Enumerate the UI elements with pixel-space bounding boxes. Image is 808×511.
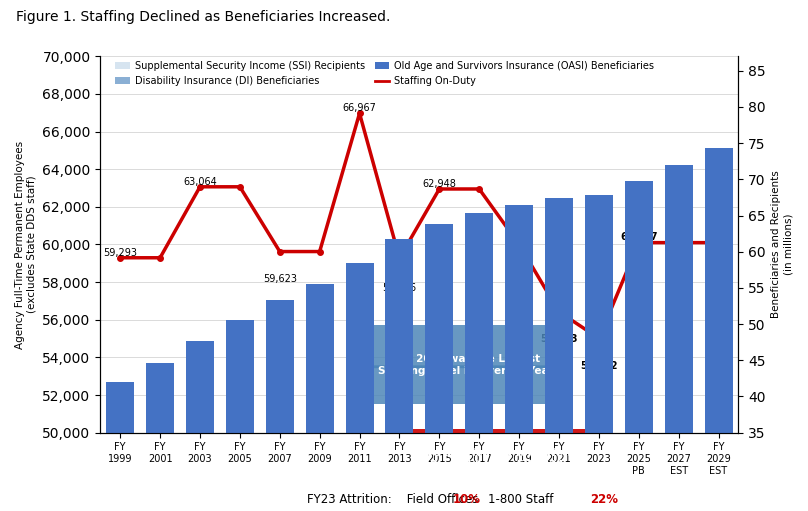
Staffing On-Duty xyxy=(514,241,524,247)
Text: 55,012: 55,012 xyxy=(580,361,617,371)
Bar xyxy=(625,181,653,511)
Bar xyxy=(106,382,134,511)
Text: FY23 Attrition:    Field Offices: FY23 Attrition: Field Offices xyxy=(307,493,482,506)
Staffing On-Duty xyxy=(235,184,245,190)
Staffing On-Duty xyxy=(116,254,125,261)
Bar xyxy=(585,195,612,511)
FancyBboxPatch shape xyxy=(399,429,595,489)
Bar xyxy=(146,363,174,511)
Staffing On-Duty xyxy=(155,254,165,261)
Bar xyxy=(545,198,573,511)
Staffing On-Duty xyxy=(474,186,484,192)
Bar xyxy=(465,213,493,511)
Staffing On-Duty xyxy=(195,184,204,190)
Staffing On-Duty xyxy=(315,248,325,254)
Text: 22%: 22% xyxy=(590,493,618,506)
Bar xyxy=(665,165,692,511)
Bar xyxy=(186,341,214,511)
Text: 59,276: 59,276 xyxy=(382,283,416,292)
Staffing On-Duty xyxy=(594,335,604,341)
Text: We are Headed for a New
Record Low in FY 2024: We are Headed for a New Record Low in FY… xyxy=(422,448,572,470)
Text: 63,064: 63,064 xyxy=(183,177,217,187)
Text: 1-800 Staff: 1-800 Staff xyxy=(473,493,561,506)
Text: 62,948: 62,948 xyxy=(423,179,457,189)
Text: 59,623: 59,623 xyxy=(263,274,297,284)
Bar xyxy=(346,263,373,511)
Staffing On-Duty xyxy=(554,309,564,315)
Y-axis label: Agency Full-Time Permanent Employees
(excludes State DDS staff): Agency Full-Time Permanent Employees (ex… xyxy=(15,141,36,349)
Staffing On-Duty xyxy=(674,240,684,246)
Text: 59,293: 59,293 xyxy=(103,248,137,258)
Staffing On-Duty xyxy=(275,248,284,254)
Staffing On-Duty xyxy=(394,255,404,261)
Staffing On-Duty xyxy=(634,240,644,246)
Text: FY 2022 was the Lowest
Staffing Level in Over 25 Years: FY 2022 was the Lowest Staffing Level in… xyxy=(378,354,560,376)
Text: 10%: 10% xyxy=(452,493,481,506)
Staffing On-Duty xyxy=(713,240,723,246)
Bar xyxy=(226,320,254,511)
Bar xyxy=(505,205,533,511)
Text: Figure 1. Staffing Declined as Beneficiaries Increased.: Figure 1. Staffing Declined as Beneficia… xyxy=(16,10,390,24)
Bar xyxy=(305,284,334,511)
Text: 60,097: 60,097 xyxy=(620,233,658,243)
Bar xyxy=(425,224,453,511)
Text: 56,423: 56,423 xyxy=(541,334,578,344)
FancyBboxPatch shape xyxy=(372,326,567,404)
Text: 66,967: 66,967 xyxy=(343,103,377,113)
Staffing On-Duty xyxy=(435,186,444,192)
Line: Staffing On-Duty: Staffing On-Duty xyxy=(117,110,722,341)
Bar xyxy=(266,300,294,511)
Staffing On-Duty xyxy=(355,110,364,117)
Bar xyxy=(705,148,733,511)
Legend: Supplemental Security Income (SSI) Recipients, Disability Insurance (DI) Benefic: Supplemental Security Income (SSI) Recip… xyxy=(112,57,658,90)
Y-axis label: Beneficiaries and Recipients
(in millions): Beneficiaries and Recipients (in million… xyxy=(772,171,793,318)
Bar xyxy=(385,239,414,511)
